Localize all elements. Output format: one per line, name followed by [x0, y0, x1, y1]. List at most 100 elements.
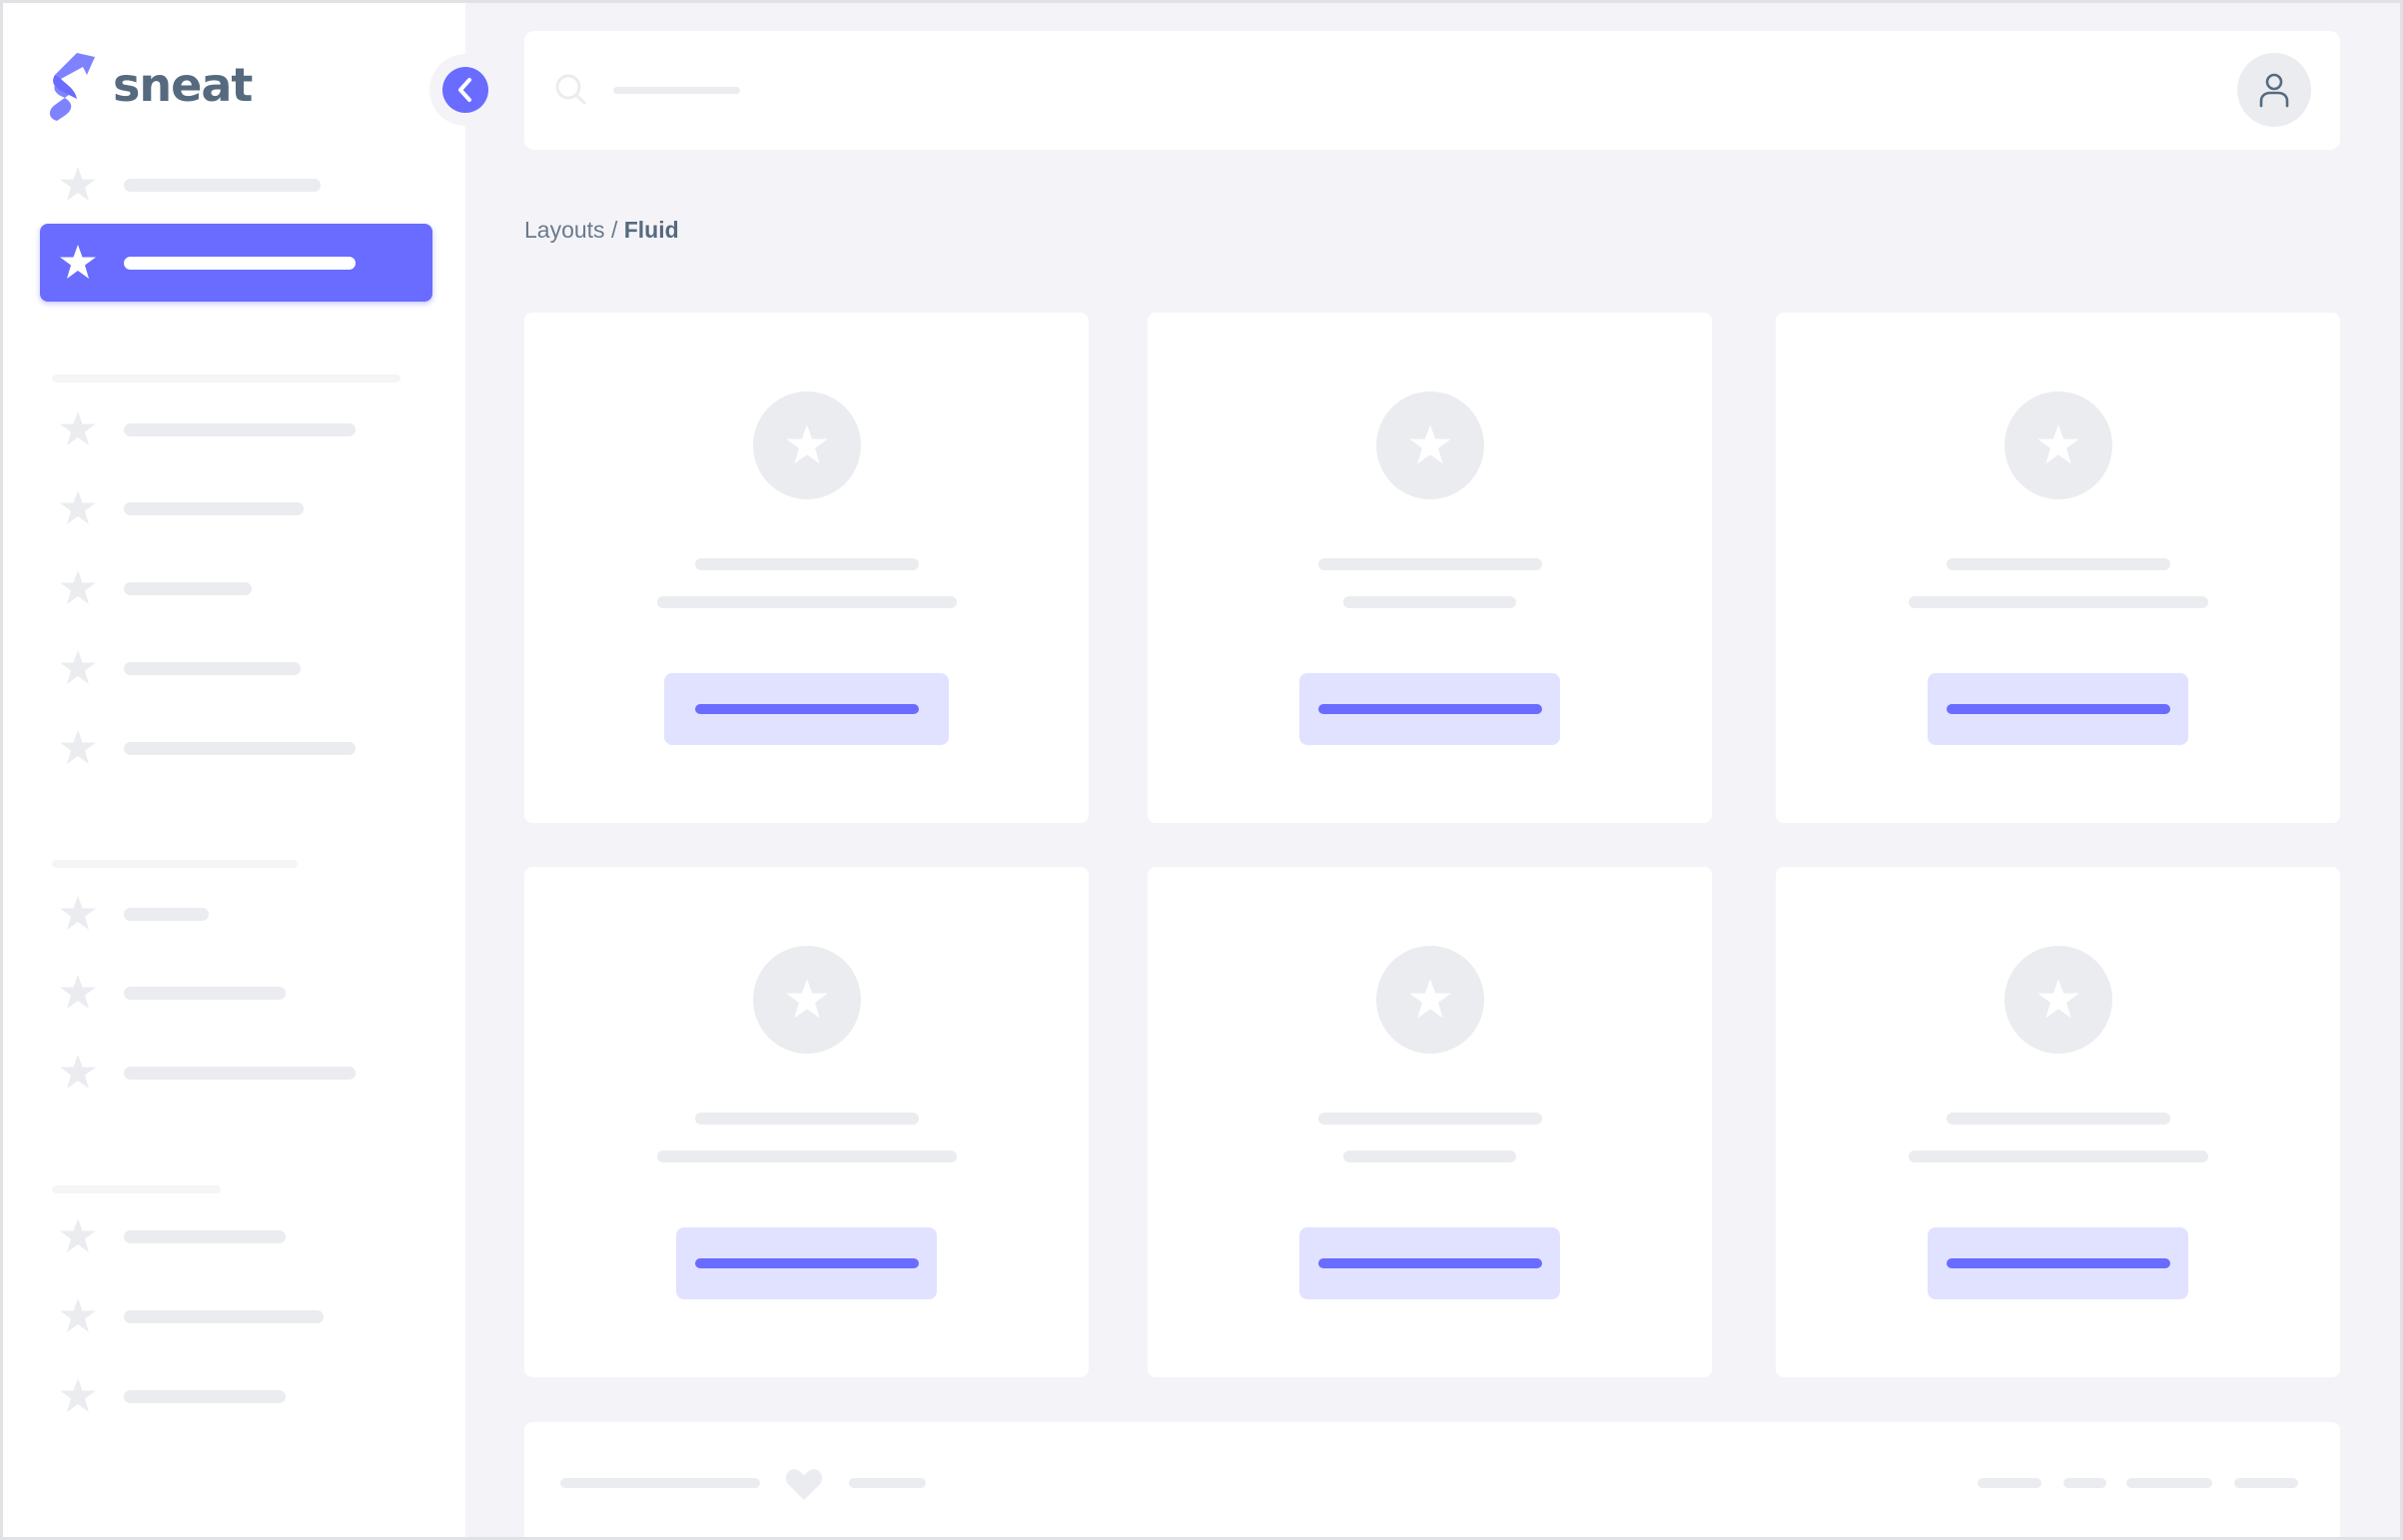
card-action-button[interactable] — [676, 1227, 937, 1299]
card-icon-circle — [2003, 946, 2112, 1054]
user-avatar-button[interactable] — [2237, 53, 2311, 127]
card-text-placeholder — [1343, 1151, 1516, 1162]
placeholder-card — [1148, 867, 1712, 1377]
placeholder-card — [524, 867, 1089, 1377]
sidebar-item-label — [124, 1310, 324, 1323]
card-button-label-placeholder — [694, 704, 919, 714]
breadcrumb: Layouts / Fluid — [524, 217, 679, 244]
footer-link[interactable] — [2063, 1478, 2106, 1488]
star-icon — [60, 1298, 96, 1332]
star-icon — [60, 245, 96, 279]
breadcrumb-current: Fluid — [623, 217, 679, 243]
card-button-label-placeholder — [1946, 704, 2170, 714]
card-title-placeholder — [1946, 558, 2170, 570]
sidebar-item[interactable] — [40, 954, 432, 1032]
sidebar-item-label — [124, 987, 286, 1000]
sidebar-item[interactable] — [40, 629, 432, 707]
sidebar-item-label — [124, 908, 209, 921]
star-icon — [785, 424, 828, 464]
sidebar-item[interactable] — [40, 146, 432, 224]
star-icon — [60, 730, 96, 764]
card-button-label-placeholder — [1317, 704, 1542, 714]
card-text-placeholder — [1343, 596, 1516, 608]
sidebar-item-label — [124, 423, 356, 436]
card-title-placeholder — [694, 558, 919, 570]
star-icon — [60, 896, 96, 930]
card-text-placeholder — [1908, 596, 2208, 608]
sidebar-item-label — [124, 1390, 286, 1403]
card-text-placeholder — [656, 1151, 957, 1162]
sidebar-item-label — [124, 179, 321, 192]
sidebar-section-header — [52, 1185, 221, 1193]
card-title-placeholder — [1946, 1113, 2170, 1125]
star-icon — [60, 570, 96, 604]
sidebar-item[interactable] — [40, 709, 432, 787]
user-icon — [2259, 73, 2289, 108]
star-icon — [1408, 424, 1451, 464]
star-icon — [60, 490, 96, 524]
sidebar-item[interactable] — [40, 224, 432, 302]
search-icon[interactable] — [554, 73, 588, 107]
star-icon — [60, 1378, 96, 1412]
card-title-placeholder — [1317, 1113, 1542, 1125]
star-icon — [60, 975, 96, 1009]
card-title-placeholder — [694, 1113, 919, 1125]
sidebar-item-label — [124, 257, 356, 270]
card-button-label-placeholder — [694, 1258, 919, 1268]
brand-name: sneat — [113, 58, 253, 112]
sidebar-item[interactable] — [40, 875, 432, 953]
sidebar-item[interactable] — [40, 1034, 432, 1112]
card-action-button[interactable] — [1299, 673, 1560, 745]
sidebar-item[interactable] — [40, 1277, 432, 1355]
placeholder-card — [1776, 313, 2340, 823]
star-icon — [60, 650, 96, 684]
sidebar: sneat — [3, 3, 465, 1537]
sidebar-item[interactable] — [40, 390, 432, 468]
placeholder-card — [524, 313, 1089, 823]
card-action-button[interactable] — [1928, 673, 2188, 745]
sidebar-section-header — [52, 860, 298, 868]
sidebar-item-label — [124, 582, 252, 595]
star-icon — [785, 979, 828, 1019]
star-icon — [2036, 424, 2079, 464]
footer-link[interactable] — [1978, 1478, 2041, 1488]
card-text-placeholder — [1908, 1151, 2208, 1162]
star-icon — [60, 167, 96, 201]
card-action-button[interactable] — [1299, 1227, 1560, 1299]
card-button-label-placeholder — [1317, 1258, 1542, 1268]
star-icon — [1408, 979, 1451, 1019]
card-icon-circle — [2003, 391, 2112, 499]
placeholder-card — [1776, 867, 2340, 1377]
star-icon — [2036, 979, 2079, 1019]
collapse-sidebar-button[interactable] — [442, 67, 488, 113]
card-button-label-placeholder — [1946, 1258, 2170, 1268]
footer-author-placeholder — [849, 1478, 926, 1488]
sidebar-section-header — [52, 375, 400, 383]
breadcrumb-separator: / — [610, 217, 618, 243]
brand-logo[interactable]: sneat — [47, 49, 253, 121]
card-icon-circle — [1375, 946, 1484, 1054]
card-text-placeholder — [656, 596, 957, 608]
card-action-button[interactable] — [664, 673, 949, 745]
sidebar-item[interactable] — [40, 1197, 432, 1275]
sidebar-item[interactable] — [40, 549, 432, 627]
card-action-button[interactable] — [1928, 1227, 2188, 1299]
star-icon — [60, 1055, 96, 1089]
breadcrumb-parent[interactable]: Layouts — [524, 217, 605, 243]
heart-icon — [785, 1469, 823, 1500]
card-icon-circle — [752, 391, 861, 499]
footer-link[interactable] — [2126, 1478, 2212, 1488]
top-navbar — [524, 31, 2340, 150]
footer-link[interactable] — [2234, 1478, 2298, 1488]
footer-copyright-placeholder — [560, 1478, 760, 1488]
sidebar-item[interactable] — [40, 469, 432, 547]
sidebar-item[interactable] — [40, 1357, 432, 1435]
placeholder-card — [1148, 313, 1712, 823]
search-input[interactable] — [613, 87, 740, 94]
card-icon-circle — [752, 946, 861, 1054]
sidebar-item-label — [124, 742, 356, 755]
sidebar-item-label — [124, 502, 304, 515]
sneat-logo-icon — [49, 53, 95, 121]
card-icon-circle — [1375, 391, 1484, 499]
